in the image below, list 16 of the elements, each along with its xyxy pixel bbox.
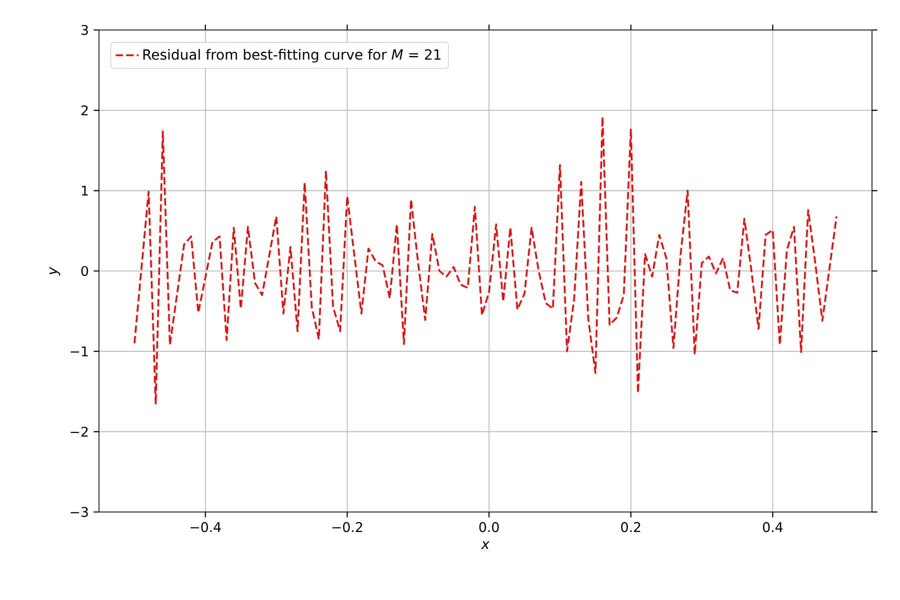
x-tick-label: 0.4	[762, 522, 783, 532]
y-tick-label: 1	[82, 186, 88, 196]
x-tick-label: −0.4	[190, 522, 221, 532]
y-tick-label: 3	[81, 24, 88, 36]
y-tick-label: 0	[81, 266, 88, 276]
x-tick-label: 0.0	[479, 522, 499, 532]
legend-label: Residual from best-fitting curve for M = 21	[143, 48, 440, 63]
x-tick-label: −0.2	[332, 522, 362, 532]
line-series	[134, 116, 838, 406]
x-axis-title: x	[480, 541, 490, 549]
y-tick-label: −2	[70, 426, 88, 437]
y-tick-label: −1	[70, 346, 88, 356]
y-tick-label: −3	[70, 506, 88, 518]
x-tick-label: 0.2	[621, 522, 640, 532]
y-tick-label: 2	[81, 105, 88, 116]
y-axis-title: y	[50, 266, 60, 276]
